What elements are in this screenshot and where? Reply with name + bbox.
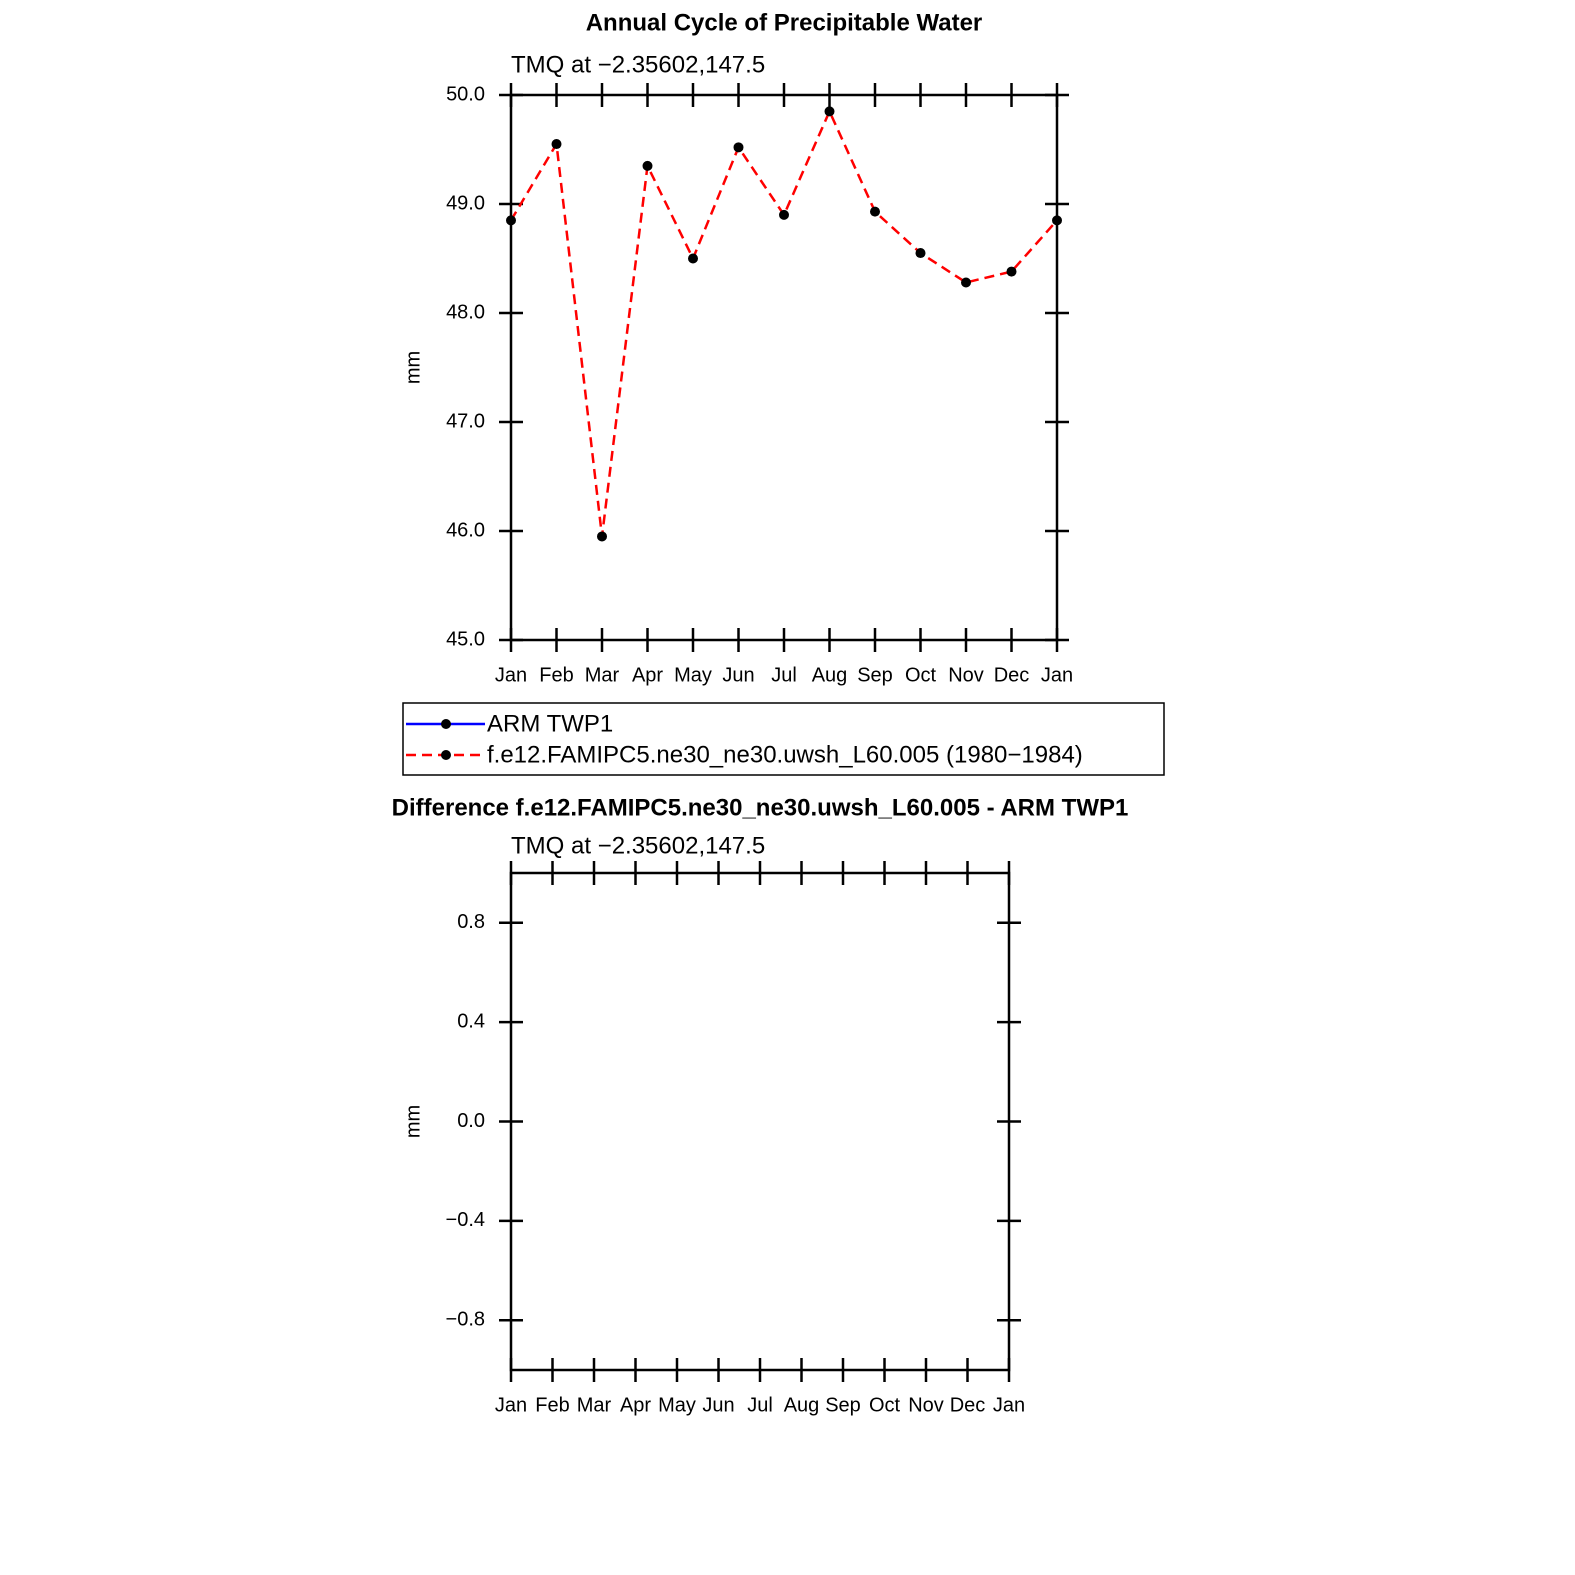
x-tick-label: Nov (908, 1394, 944, 1416)
x-tick-label: Jan (495, 1394, 527, 1416)
x-tick-label: Jun (702, 1394, 734, 1416)
chart-title: Difference f.e12.FAMIPC5.ne30_ne30.uwsh_… (392, 794, 1129, 821)
x-tick-label: Jan (495, 664, 527, 686)
data-point (1052, 215, 1062, 226)
x-tick-label: Sep (857, 664, 893, 686)
y-tick-label: 47.0 (446, 410, 485, 432)
x-tick-label: Oct (905, 664, 937, 686)
plot-frame (509, 93, 1059, 642)
legend-marker (441, 719, 451, 729)
data-point (551, 139, 562, 150)
data-point (824, 106, 835, 117)
y-tick-label: 45.0 (446, 628, 485, 650)
data-point (779, 209, 789, 220)
data-point (733, 142, 744, 153)
x-tick-label: Feb (539, 664, 573, 686)
y-tick-label: 0.4 (457, 1010, 485, 1032)
x-tick-label: May (674, 664, 712, 686)
x-tick-label: Mar (577, 1394, 612, 1416)
data-point (688, 253, 698, 264)
chart-subtitle: TMQ at −2.35602,147.5 (511, 832, 765, 859)
y-tick-label: 46.0 (446, 519, 485, 541)
y-tick-label: 48.0 (446, 301, 485, 323)
y-tick-label: −0.4 (446, 1209, 485, 1231)
x-tick-label: Aug (812, 664, 848, 686)
data-point (870, 206, 880, 217)
data-point (597, 531, 607, 542)
legend-box (402, 702, 1165, 776)
x-tick-label: Apr (632, 664, 663, 686)
y-tick-label: 50.0 (446, 83, 485, 105)
x-tick-label: Dec (950, 1394, 986, 1416)
x-tick-label: Apr (620, 1394, 651, 1416)
y-tick-label: 0.0 (457, 1110, 485, 1132)
y-axis-label: mm (402, 1105, 424, 1138)
legend-marker (441, 750, 451, 760)
x-tick-label: May (658, 1394, 696, 1416)
x-tick-label: Jun (722, 664, 754, 686)
plot-frame (509, 871, 1011, 1372)
x-tick-label: Jan (993, 1394, 1025, 1416)
data-point (506, 215, 516, 226)
chart-subtitle: TMQ at −2.35602,147.5 (511, 51, 765, 78)
series-line (509, 108, 1058, 537)
chart-title: Annual Cycle of Precipitable Water (586, 9, 983, 36)
x-tick-label: Dec (994, 664, 1030, 686)
y-tick-label: 0.8 (457, 911, 485, 933)
y-tick-label: 49.0 (446, 192, 485, 214)
legend-label: ARM TWP1 (487, 710, 613, 737)
x-tick-label: Jan (1041, 664, 1073, 686)
data-point (915, 248, 926, 259)
x-tick-label: Sep (825, 1394, 861, 1416)
x-tick-label: Mar (585, 664, 620, 686)
y-axis-label: mm (402, 351, 424, 384)
legend-label: f.e12.FAMIPC5.ne30_ne30.uwsh_L60.005 (19… (487, 741, 1083, 768)
y-tick-label: −0.8 (446, 1309, 485, 1331)
x-tick-label: Aug (784, 1394, 820, 1416)
x-tick-label: Feb (535, 1394, 569, 1416)
x-tick-label: Jul (747, 1394, 773, 1416)
x-tick-label: Nov (948, 664, 984, 686)
x-tick-label: Jul (771, 664, 797, 686)
x-tick-label: Oct (869, 1394, 901, 1416)
data-point (642, 160, 653, 171)
data-point (961, 277, 971, 288)
data-point (1006, 266, 1017, 277)
